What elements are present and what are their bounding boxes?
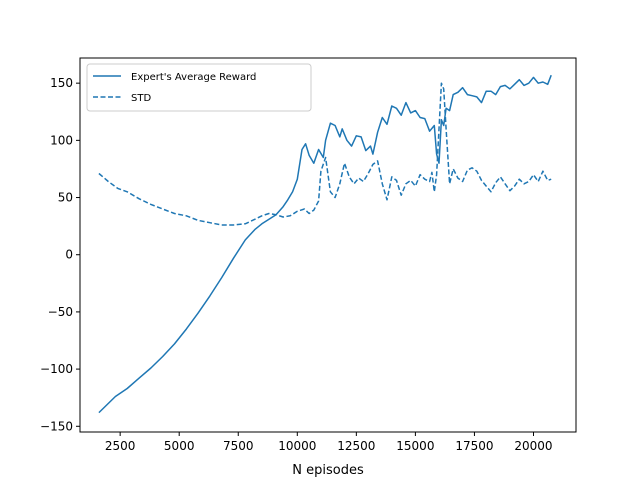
plot-lines xyxy=(98,74,552,414)
x-tick-label: 7500 xyxy=(223,439,254,453)
y-tick-label: −100 xyxy=(40,362,73,376)
legend-label-reward: Expert's Average Reward xyxy=(131,72,256,83)
y-axis: −150 −100 −50 0 50 100 150 xyxy=(40,76,80,433)
axes-frame xyxy=(79,57,577,433)
x-axis-label: N episodes xyxy=(292,463,364,478)
y-tick-label: 150 xyxy=(50,76,73,90)
legend: Expert's Average Reward STD xyxy=(86,63,312,112)
x-tick-label: 15000 xyxy=(396,439,434,453)
x-tick-label: 20000 xyxy=(514,439,552,453)
x-tick-label: 12500 xyxy=(337,439,375,453)
x-axis: 2500 5000 7500 10000 12500 15000 17500 20000 xyxy=(105,432,553,453)
x-tick-label: 10000 xyxy=(278,439,316,453)
x-tick-label: 2500 xyxy=(105,439,136,453)
legend-label-std: STD xyxy=(131,93,151,104)
x-tick-label: 17500 xyxy=(455,439,493,453)
y-tick-label: 50 xyxy=(58,191,73,205)
y-tick-label: −150 xyxy=(40,419,73,433)
legend-box xyxy=(86,63,312,112)
y-tick-label: −50 xyxy=(48,305,73,319)
series-line-1 xyxy=(98,82,552,226)
y-tick-label: 0 xyxy=(65,248,73,262)
y-tick-label: 100 xyxy=(50,133,73,147)
series-line-0 xyxy=(98,74,552,414)
x-tick-label: 5000 xyxy=(164,439,195,453)
